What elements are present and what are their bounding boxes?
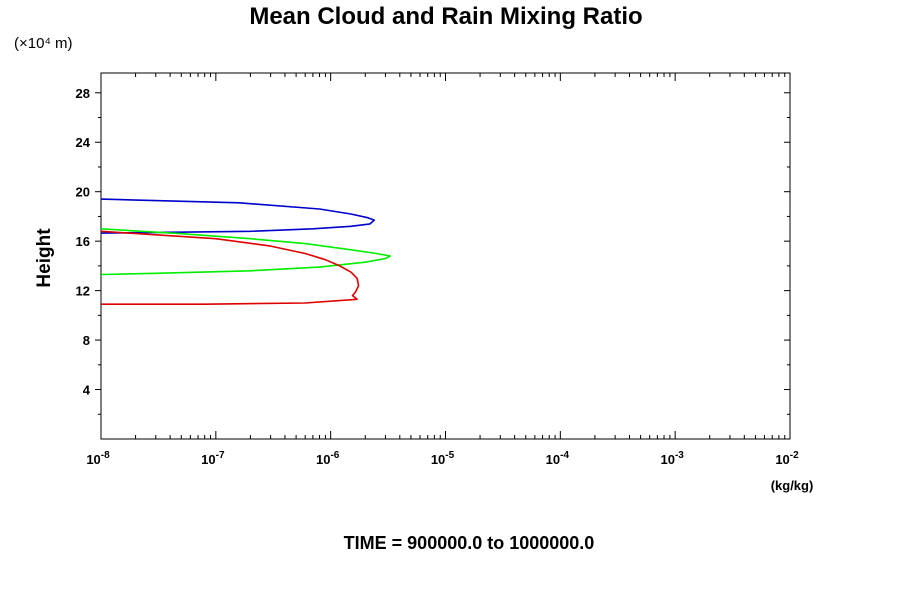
y-tick-label-3: 16	[76, 234, 90, 249]
y-axis-label: Height	[34, 228, 55, 288]
x-tick-label-5: 10-3	[660, 450, 684, 467]
y-tick-label-1: 8	[83, 333, 90, 348]
y-tick-label-0: 4	[83, 383, 91, 398]
plot-frame	[100, 72, 791, 440]
time-range-footer: TIME = 900000.0 to 1000000.0	[344, 533, 595, 553]
x-axis-unit: (kg/kg)	[771, 478, 814, 493]
x-tick-label-4: 10-4	[546, 450, 570, 467]
x-tick-label-3: 10-5	[431, 450, 455, 467]
series-line-2	[100, 230, 360, 305]
x-tick-label-6: 10-2	[775, 450, 799, 467]
axis-ticks: 4 8 12 16 20 24 28 10-8 10-7 10-6 10-5 10-4 10-3 10-2	[76, 73, 799, 467]
y-tick-label-2: 12	[76, 284, 90, 299]
series-line-0	[100, 198, 376, 234]
y-axis-unit: (×10⁴ m)	[14, 35, 73, 52]
y-tick-label-6: 28	[76, 86, 90, 101]
series-lines	[100, 198, 391, 305]
y-tick-label-5: 24	[76, 135, 91, 150]
x-tick-label-1: 10-7	[201, 450, 225, 467]
y-tick-label-4: 20	[76, 185, 90, 200]
x-tick-label-2: 10-6	[316, 450, 340, 467]
chart-title: Mean Cloud and Rain Mixing Ratio	[249, 3, 642, 30]
series-line-1	[100, 228, 391, 276]
x-tick-label-0: 10-8	[86, 450, 110, 467]
